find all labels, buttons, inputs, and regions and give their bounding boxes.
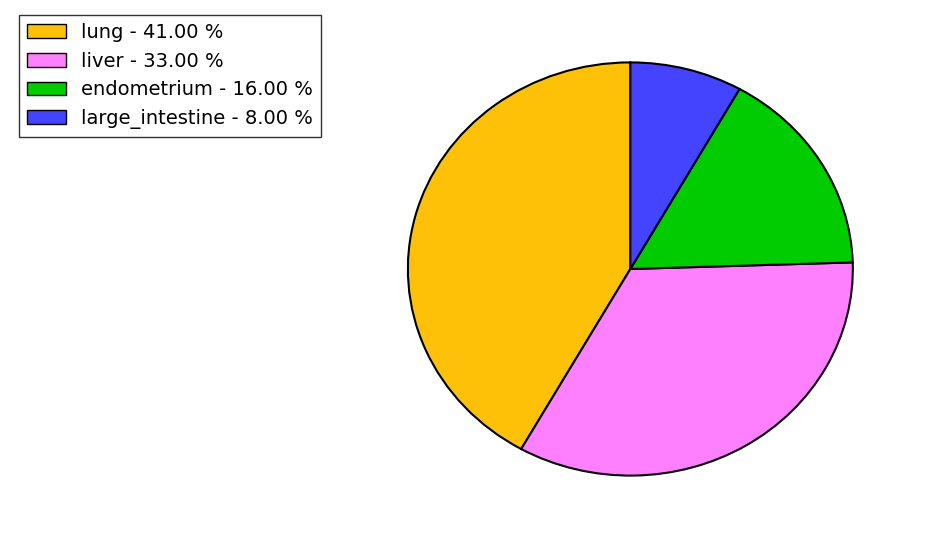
Legend: lung - 41.00 %, liver - 33.00 %, endometrium - 16.00 %, large_intestine - 8.00 %: lung - 41.00 %, liver - 33.00 %, endomet… <box>19 15 321 137</box>
Wedge shape <box>521 263 853 476</box>
Wedge shape <box>630 62 740 269</box>
Wedge shape <box>630 89 853 269</box>
Wedge shape <box>408 62 630 449</box>
